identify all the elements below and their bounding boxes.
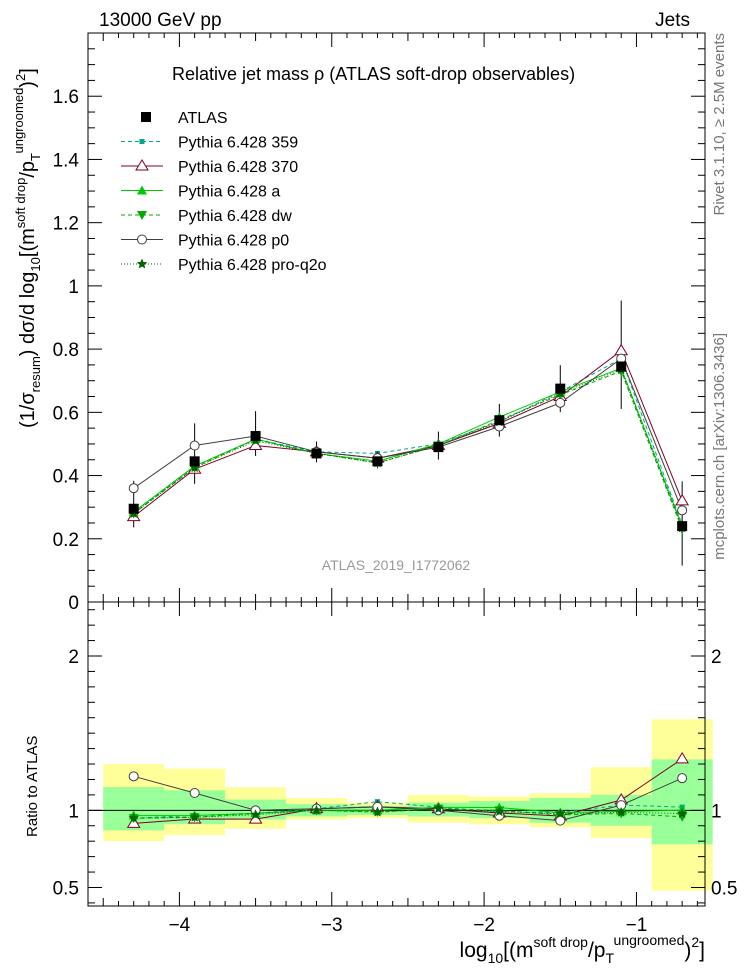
- ratio-frame: [87, 601, 706, 907]
- header-category-label: Jets: [655, 10, 690, 31]
- chart-title: Relative jet mass ρ (ATLAS soft-drop obs…: [172, 64, 575, 84]
- ratio-y-tick-label-right: 0.5: [711, 878, 737, 899]
- ratio-series-line: [133, 775, 683, 822]
- legend-marker: [135, 159, 149, 171]
- series-point: [128, 483, 139, 494]
- series-point: [189, 440, 200, 451]
- ratio-series-line: [133, 758, 683, 824]
- legend-label: Pythia 6.428 a: [178, 184, 280, 201]
- legend-entry: Pythia 6.428 370: [121, 159, 298, 176]
- ratio-series-point: [189, 811, 201, 822]
- atlas-data-point: [311, 448, 322, 459]
- atlas-data-point: [677, 521, 688, 532]
- ratio-series-point: [554, 808, 566, 819]
- main-y-tick-label: 0.8: [53, 340, 79, 361]
- rivet-version-label: Rivet 3.1.10, ≥ 2.5M events: [711, 33, 728, 216]
- main-y-tick-label: 1: [68, 277, 79, 298]
- ratio-y-tick-label-right: 1: [711, 801, 722, 822]
- ratio-series-point: [372, 806, 383, 817]
- main-y-axis-label: (1/σresum) dσ/d log10[(msoft drop/pTungr…: [11, 68, 43, 428]
- ratio-series-point: [675, 751, 690, 764]
- ratio-band-inner: [651, 759, 713, 845]
- x-tick-label: −3: [321, 915, 343, 936]
- x-tick-label: −1: [626, 915, 648, 936]
- series-line: [133, 349, 683, 517]
- ratio-y-tick-label: 2: [68, 647, 79, 668]
- atlas-data-point: [433, 442, 444, 453]
- series-line: [133, 357, 683, 525]
- ratio-series-point: [311, 804, 322, 815]
- atlas-data-point: [372, 456, 383, 467]
- series-point: [555, 397, 566, 408]
- ratio-series-point: [676, 807, 688, 819]
- main-panel: [126, 300, 690, 566]
- legend-label: Pythia 6.428 pro-q2o: [178, 257, 327, 274]
- main-y-tick-label: 0.4: [53, 467, 80, 488]
- legend-entry: Pythia 6.428 p0: [121, 233, 289, 250]
- ratio-series-point: [677, 773, 688, 784]
- x-tick-label: −4: [169, 915, 191, 936]
- ratio-y-tick-label-right: 2: [711, 647, 722, 668]
- legend-label: ATLAS: [178, 110, 228, 127]
- x-axis-label: log10[(msoft drop/pTungroomed)2]: [460, 932, 705, 966]
- main-y-tick-label: 0.2: [53, 530, 79, 551]
- header-collision-label: 13000 GeV pp: [99, 10, 222, 31]
- ratio-y-axis-label: Ratio to ATLAS: [24, 736, 41, 837]
- ratio-series-line: [133, 808, 683, 819]
- series-line: [133, 357, 683, 511]
- main-y-tick-label: 1.4: [53, 150, 80, 171]
- ratio-series-point: [493, 806, 505, 817]
- legend-marker: [136, 258, 148, 269]
- legend-label: Pythia 6.428 p0: [178, 233, 289, 250]
- legend-entry: ATLAS: [141, 110, 228, 127]
- ratio-series-point: [432, 803, 444, 814]
- legend-entry: Pythia 6.428 a: [121, 184, 280, 201]
- ratio-y-tick-label: 0.5: [53, 878, 79, 899]
- mcplots-source-label: mcplots.cern.ch [arXiv:1306.3436]: [711, 333, 728, 560]
- ratio-panel: [88, 719, 713, 891]
- series-line: [133, 369, 683, 528]
- atlas-data-point: [616, 361, 627, 372]
- ratio-series-point: [555, 815, 566, 826]
- series-point: [675, 493, 690, 506]
- legend-label: Pythia 6.428 359: [178, 135, 298, 152]
- main-y-tick-label: 1.6: [53, 87, 79, 108]
- x-tick-label: −2: [473, 915, 495, 936]
- legend-label: Pythia 6.428 dw: [178, 208, 292, 225]
- axes: −4 −3 −2 −1 0 0.2 0.4 0.6 0.8 1 1.2 1.4 1.6 0.5 0.5 1 1 2…: [53, 32, 737, 936]
- ratio-series-point: [128, 812, 140, 823]
- atlas-data-point: [189, 456, 200, 467]
- legend-marker: [137, 211, 147, 220]
- legend: ATLAS Pythia 6.428 359 Pythia 6.428 370 Pyt…: [121, 110, 327, 274]
- legend-marker: [137, 185, 147, 195]
- series-point: [677, 505, 688, 516]
- legend-label: Pythia 6.428 370: [178, 159, 298, 176]
- legend-entry: Pythia 6.428 359: [121, 135, 298, 152]
- legend-entry: Pythia 6.428 dw: [121, 208, 292, 225]
- ratio-y-tick-label: 1: [68, 801, 79, 822]
- ratio-series-point: [615, 806, 627, 817]
- ratio-series-point: [250, 809, 261, 820]
- ratio-series-point: [128, 771, 139, 782]
- main-y-tick-label: 1.2: [53, 214, 79, 235]
- legend-marker: [141, 112, 151, 122]
- legend-marker: [139, 139, 145, 144]
- atlas-data-point: [250, 431, 261, 442]
- legend-entry: Pythia 6.428 pro-q2o: [121, 257, 327, 274]
- main-y-tick-label: 0.6: [53, 403, 79, 424]
- legend-marker: [137, 234, 147, 245]
- atlas-data-point: [555, 383, 566, 394]
- atlas-data-point: [494, 415, 505, 426]
- atlas-data-point: [128, 503, 139, 514]
- ratio-series-point: [189, 787, 200, 798]
- main-y-tick-label: 0: [68, 593, 79, 614]
- analysis-watermark: ATLAS_2019_I1772062: [322, 557, 471, 573]
